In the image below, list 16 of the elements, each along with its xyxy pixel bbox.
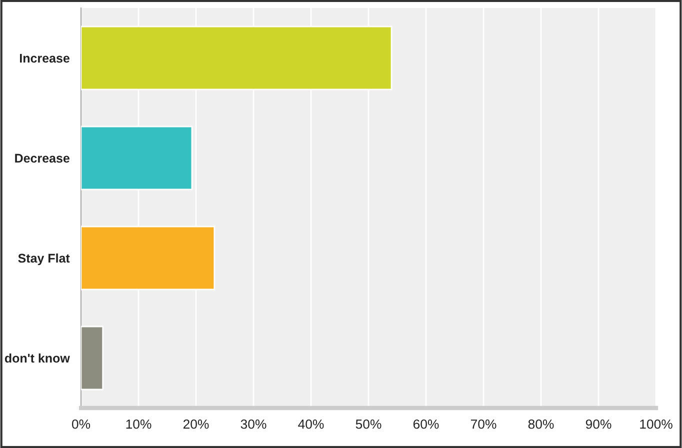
x-tick-label: 0% bbox=[72, 419, 90, 429]
y-tick-label: Increase bbox=[20, 54, 70, 63]
x-tick-label: 60% bbox=[413, 419, 439, 429]
x-tick-label: 50% bbox=[356, 419, 382, 429]
y-tick-label: Decrease bbox=[15, 154, 70, 163]
x-tick-label: 20% bbox=[183, 419, 209, 429]
x-tick-label: 40% bbox=[298, 419, 324, 429]
x-tick-label: 100% bbox=[640, 419, 672, 429]
x-tick-label: 80% bbox=[528, 419, 554, 429]
x-tick-label: 70% bbox=[470, 419, 496, 429]
x-tick-label: 30% bbox=[240, 419, 266, 429]
bar bbox=[81, 326, 104, 390]
x-tick-label: 90% bbox=[586, 419, 612, 429]
y-tick-label: don't know bbox=[4, 353, 70, 363]
y-tick-label: Stay Flat bbox=[18, 253, 70, 266]
x-tick-label: 10% bbox=[126, 419, 152, 429]
